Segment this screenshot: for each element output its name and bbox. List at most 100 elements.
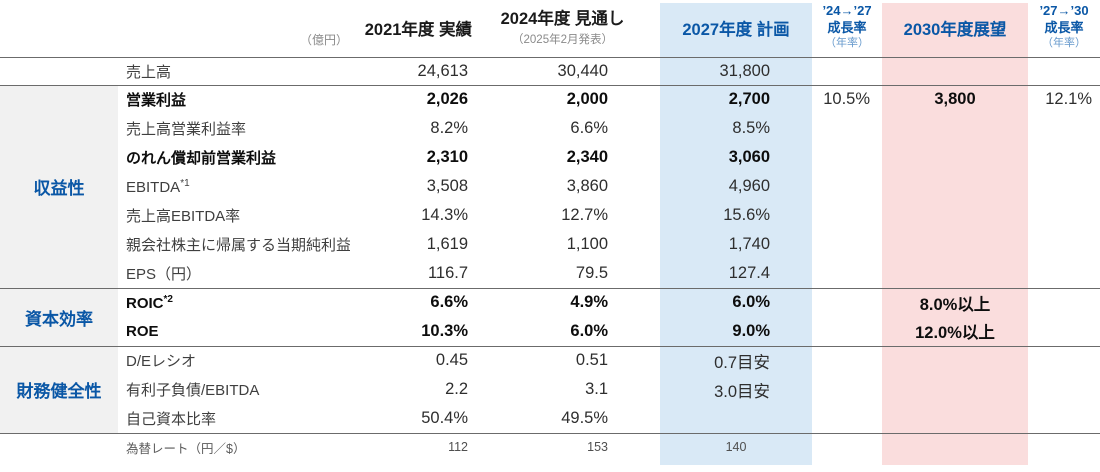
growth-24-27-label: 成長率 xyxy=(827,19,867,35)
row-label: 有利子負債/EBITDA xyxy=(118,375,350,404)
spacer xyxy=(645,172,660,201)
filler xyxy=(1028,461,1100,465)
cell-2021: 116.7 xyxy=(427,263,469,282)
group-empty xyxy=(0,432,118,461)
spacer xyxy=(645,287,661,317)
cell-growth-27-30 xyxy=(1028,143,1100,172)
spacer xyxy=(645,345,661,375)
spacer xyxy=(645,0,660,57)
row-label: 売上高EBITDA率 xyxy=(118,201,350,230)
row-label: ROE xyxy=(118,317,350,346)
cell-2030 xyxy=(882,375,1029,404)
table-row-net-income: 親会社株主に帰属する当期純利益 1,619 1,100 1,740 xyxy=(0,230,1100,259)
spacer xyxy=(645,259,660,288)
header-2024-title: 2024年度 見通し xyxy=(500,9,625,28)
cell-growth-27-30 xyxy=(1028,259,1100,288)
cell-2027: 4,960 xyxy=(660,172,813,201)
cell-2030 xyxy=(882,143,1029,172)
cell-growth-27-30 xyxy=(1028,375,1100,404)
cell-growth-24-27 xyxy=(812,375,882,404)
cell-2024: 30,440 xyxy=(480,56,646,85)
cell-2021: 50.4% xyxy=(421,408,469,427)
cell-growth-27-30 xyxy=(1028,172,1100,201)
group-label-capital-efficiency: 資本効率 xyxy=(0,287,118,346)
cell-2024: 12.7% xyxy=(561,206,609,224)
header-row: （億円） 2021年度 実績 2024年度 見通し （2025年2月発表） 20… xyxy=(0,0,1100,57)
table-row-eps: EPS（円） 116.7 79.5 127.4 xyxy=(0,259,1100,288)
row-label-text: ROE xyxy=(126,322,159,340)
row-label: 売上高 xyxy=(118,56,351,85)
cell-2024: 1,100 xyxy=(566,235,609,253)
cell-2024: 79.5 xyxy=(575,263,609,282)
cell-2030: 12.0%以上 xyxy=(882,317,1029,346)
cell-growth-27-30 xyxy=(1028,230,1100,259)
cell-2030 xyxy=(882,404,1029,433)
spacer xyxy=(645,375,660,404)
cell-growth-24-27 xyxy=(812,432,883,461)
header-2021-actual: 2021年度 実績 xyxy=(364,21,473,40)
table-row-op-profit-before-goodwill: のれん償却前営業利益 2,310 2,340 3,060 xyxy=(0,143,1100,172)
table-row-roe: ROE 10.3% 6.0% 9.0% 12.0%以上 xyxy=(0,317,1100,346)
cell-growth-27-30 xyxy=(1028,404,1100,433)
cell-growth-24-27 xyxy=(812,172,882,201)
cell-2027: 8.5% xyxy=(660,114,813,143)
cell-2030 xyxy=(882,56,1029,85)
cell-growth-24-27 xyxy=(812,287,883,317)
row-label-text: 売上高EBITDA率 xyxy=(126,208,241,225)
cell-2027: 15.6% xyxy=(660,201,813,230)
table-row-equity-ratio: 自己資本比率 50.4% 49.5% xyxy=(0,404,1100,433)
cell-2021: 24,613 xyxy=(350,56,481,85)
table-row-de-ratio: 財務健全性 D/Eレシオ 0.45 0.51 0.7目安 xyxy=(0,345,1100,433)
cell-2021: 2,026 xyxy=(350,84,481,114)
cell-2024: 2,000 xyxy=(480,84,646,114)
header-2024-subtitle: （2025年2月発表） xyxy=(512,33,613,46)
cell-growth-24-27 xyxy=(812,114,882,143)
cell-2024: 6.6% xyxy=(570,119,609,137)
cell-growth-27-30 xyxy=(1028,114,1100,143)
row-label: 営業利益 xyxy=(118,84,351,114)
table-row-op-margin: 売上高営業利益率 8.2% 6.6% 8.5% xyxy=(0,114,1100,143)
table-row-ebitda-margin: 売上高EBITDA率 14.3% 12.7% 15.6% xyxy=(0,201,1100,230)
cell-2024: 153 xyxy=(480,432,646,461)
spacer xyxy=(645,230,660,259)
cell-growth-24-27 xyxy=(812,345,883,375)
cell-2030 xyxy=(882,172,1029,201)
table-row-operating-profit: 収益性 営業利益 2,026 2,000 2,700 10.5% 3,800 1… xyxy=(0,84,1100,288)
cell-2027 xyxy=(660,404,813,433)
growth-27-30-label: 成長率 xyxy=(1044,19,1084,35)
cell-growth-27-30 xyxy=(1028,287,1100,317)
row-label-text: 有利子負債/EBITDA xyxy=(126,382,260,399)
cell-2024: 4.9% xyxy=(480,287,646,317)
row-label-text: D/Eレシオ xyxy=(126,353,197,371)
unit-label: （億円） xyxy=(300,32,349,47)
cell-growth-24-27 xyxy=(812,259,882,288)
row-label: EPS（円） xyxy=(118,259,350,288)
row-label-text: ROIC xyxy=(126,294,164,312)
row-label-text: 親会社株主に帰属する当期純利益 xyxy=(126,237,351,254)
group-label-profitability: 収益性 xyxy=(0,84,118,288)
spacer xyxy=(645,404,660,433)
cell-2021: 14.3% xyxy=(421,206,469,224)
cell-2030 xyxy=(882,259,1029,288)
cell-2024: 3.1 xyxy=(585,380,609,398)
cell-2027: 3.0目安 xyxy=(660,375,813,404)
row-label-text: のれん償却前営業利益 xyxy=(126,150,277,167)
growth-24-27-unit: （年率） xyxy=(825,36,870,49)
row-label-text: 売上高 xyxy=(126,63,172,81)
spacer xyxy=(645,432,661,461)
growth-27-30-unit: （年率） xyxy=(1042,36,1087,49)
cell-2027: 1,740 xyxy=(660,230,813,259)
table-row-roic: 資本効率 ROIC*2 6.6% 4.9% 6.0% 8.0%以上 xyxy=(0,287,1100,346)
row-label: 売上高営業利益率 xyxy=(118,114,350,143)
cell-growth-24-27 xyxy=(812,56,883,85)
cell-2030 xyxy=(882,201,1029,230)
table-row-fx-rate: 為替レート（円／$） 112 153 140 xyxy=(0,432,1100,461)
header-2027-plan: 2027年度 計画 xyxy=(660,0,813,57)
header-2030-outlook: 2030年度展望 xyxy=(882,0,1029,57)
cell-growth-24-27: 10.5% xyxy=(812,84,883,114)
growth-24-27-range: ’24→’27 xyxy=(822,3,872,18)
row-label: D/Eレシオ xyxy=(118,345,351,375)
cell-growth-27-30 xyxy=(1028,432,1100,461)
cell-2021: 0.45 xyxy=(350,345,481,375)
